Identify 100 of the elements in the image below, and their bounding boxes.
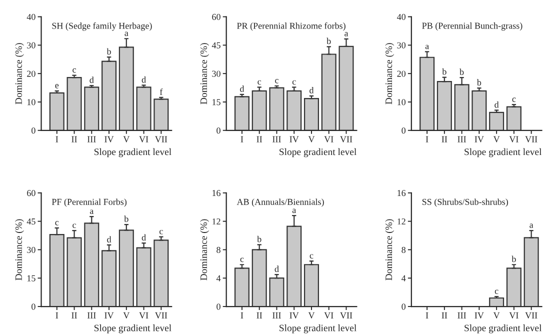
x-tick-label: III	[87, 136, 96, 142]
bar	[136, 247, 152, 307]
x-tick-label: I	[56, 312, 58, 318]
y-tick-label: 60	[27, 190, 36, 196]
bar	[489, 297, 504, 307]
bar	[234, 96, 250, 130]
x-axis-title: Slope gradient level	[464, 324, 542, 334]
y-tick-label: 0	[216, 128, 220, 134]
x-tick-label: VI	[139, 312, 148, 318]
y-tick-label: 12	[398, 218, 406, 224]
x-axis-title: Slope gradient level	[94, 148, 172, 158]
y-axis-title: Dominance (%)	[385, 43, 394, 104]
bar	[136, 86, 152, 130]
bar	[286, 90, 302, 130]
x-tick-label: V	[123, 136, 130, 142]
y-tick-label: 20	[397, 70, 406, 77]
bar	[436, 80, 452, 130]
y-axis-title: Dominance (%)	[200, 219, 209, 280]
x-tick-label: VII	[154, 136, 168, 142]
x-tick-label: VII	[154, 312, 168, 318]
text: SH (Sedge family Herbage)	[52, 22, 152, 31]
bar	[269, 87, 284, 130]
bar	[252, 90, 267, 130]
y-tick-label: 15	[27, 275, 36, 282]
bar	[49, 92, 64, 130]
y-tick-label: 16	[212, 190, 221, 196]
bar	[489, 112, 504, 130]
y-tick-label: 10	[398, 99, 406, 106]
y-tick-label: 16	[398, 190, 406, 196]
x-tick-label: VII	[525, 312, 538, 318]
y-tick-label: 15	[212, 99, 220, 106]
annotation: c	[160, 230, 163, 234]
bar	[304, 264, 319, 307]
annotation: d	[310, 87, 314, 94]
y-axis-title: Dominance (%)	[200, 43, 209, 104]
bar	[506, 106, 522, 130]
y-tick-label: 4	[216, 275, 221, 282]
x-tick-label: I	[426, 312, 428, 318]
x-tick-label: V	[493, 312, 500, 318]
text: AB (Annuals/Biennials)	[236, 198, 324, 207]
y-tick-label: 8	[216, 246, 220, 253]
x-tick-label: III	[272, 136, 281, 142]
annotation: c	[494, 290, 498, 294]
bar	[84, 86, 100, 130]
x-tick-label: II	[442, 312, 448, 318]
bar	[234, 268, 250, 307]
bar	[102, 60, 117, 130]
y-tick-label: 30	[27, 42, 36, 48]
y-tick-label: 0	[402, 128, 406, 134]
x-tick-label: III	[458, 312, 466, 318]
annotation: b	[124, 216, 128, 222]
x-tick-label: VII	[340, 136, 352, 142]
bar	[154, 98, 169, 130]
annotation: a	[90, 210, 94, 214]
y-axis-title: Dominance (%)	[15, 43, 24, 104]
annotation: a	[292, 208, 296, 214]
annotation: b	[106, 48, 111, 55]
x-tick-label: V	[493, 136, 500, 142]
x-tick-label: IV	[474, 136, 484, 142]
y-tick-label: 60	[212, 14, 220, 20]
y-tick-label: 0	[402, 304, 406, 310]
annotation: c	[240, 258, 244, 262]
x-tick-label: I	[240, 312, 244, 318]
x-tick-label: VI	[324, 312, 334, 318]
bar	[472, 90, 487, 130]
text: PF (Perennial Forbs)	[52, 198, 127, 207]
annotation: b	[442, 68, 446, 75]
annotation: a	[425, 44, 429, 50]
bar	[304, 98, 319, 130]
text: PB (Perennial Bunch-grass)	[422, 22, 522, 31]
y-tick-label: 40	[397, 14, 406, 20]
y-tick-label: 4	[402, 275, 406, 282]
x-tick-label: II	[442, 136, 448, 142]
x-tick-label: I	[426, 136, 428, 142]
bar	[66, 76, 82, 130]
annotation: a	[344, 32, 348, 36]
annotation: d	[274, 266, 279, 272]
annotation: d	[240, 86, 244, 92]
y-tick-label: 10	[27, 99, 36, 106]
annotation: c	[72, 68, 76, 73]
x-tick-label: III	[87, 312, 96, 318]
bar	[269, 278, 284, 307]
bar	[252, 249, 267, 307]
annotation: b	[512, 256, 516, 262]
x-tick-label: II	[256, 136, 262, 142]
x-tick-label: IV	[104, 136, 114, 142]
annotation: c	[310, 254, 314, 259]
x-tick-label: V	[308, 136, 315, 142]
y-axis-title: Dominance (%)	[385, 219, 394, 280]
annotation: d	[494, 101, 499, 108]
annotation: d	[142, 76, 146, 83]
y-tick-label: 30	[27, 246, 36, 253]
x-tick-label: V	[123, 312, 130, 318]
y-tick-label: 8	[402, 246, 406, 253]
bar	[154, 240, 169, 307]
x-axis-title: Slope gradient level	[94, 324, 172, 334]
x-tick-label: VI	[139, 136, 148, 142]
annotation: b	[460, 68, 464, 76]
y-tick-label: 20	[27, 70, 36, 77]
y-tick-label: 0	[32, 304, 36, 310]
